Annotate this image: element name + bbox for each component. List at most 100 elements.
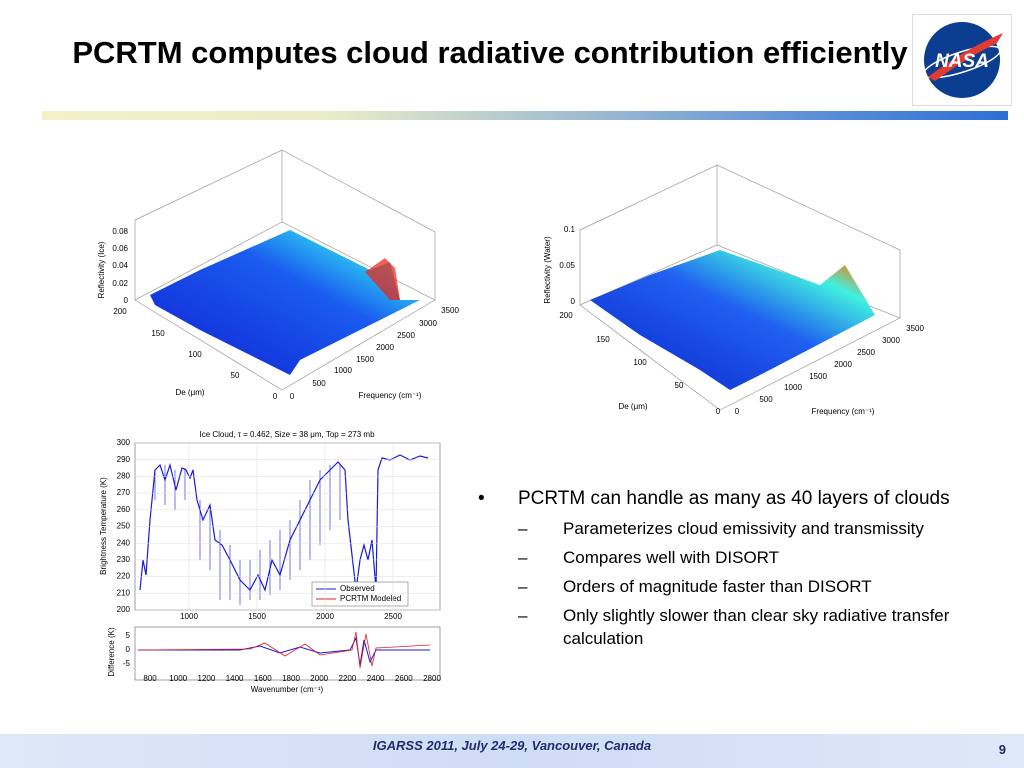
tick-label: 1500 [809, 372, 827, 381]
y-tick-label: 290 [117, 455, 131, 464]
y-tick-label: 220 [117, 572, 131, 581]
sub-bullet: – Orders of magnitude faster than DISORT [518, 575, 998, 598]
x-tick-label: 1000 [180, 612, 198, 621]
sub-bullet-text: Compares well with DISORT [563, 548, 780, 567]
tick-label: 0 [273, 392, 278, 401]
tick-label: 0 [735, 407, 740, 416]
y-tick-label: 250 [117, 522, 131, 531]
logo-art: NASA [923, 22, 1003, 98]
x-tick-label: 2800 [423, 674, 441, 683]
tick-label: 3000 [419, 319, 437, 328]
x-tick-label: 2000 [310, 674, 328, 683]
z-label: Reflectivity (Ice) [97, 241, 106, 298]
x-tick-label: 2500 [384, 612, 402, 621]
y-tick-label: 200 [117, 605, 131, 614]
legend-label: Observed [340, 584, 375, 593]
tick-label: 150 [151, 329, 165, 338]
y-tick-label: 270 [117, 488, 131, 497]
sub-bullet: – Only slightly slower than clear sky rad… [518, 604, 998, 650]
y-tick-label: 5 [126, 631, 131, 640]
x-label: De (μm) [175, 388, 204, 397]
tick-label: 100 [188, 350, 202, 359]
tick-label: 0.05 [559, 261, 575, 270]
tick-label: 500 [759, 395, 773, 404]
y-tick-label: 230 [117, 555, 131, 564]
figures: Observed PCRTM Modeled Ice Cloud, τ = 0.… [97, 149, 924, 694]
sub-bullet-text: Orders of magnitude faster than DISORT [563, 577, 872, 596]
tick-label: 200 [113, 307, 127, 316]
x-tick-label: 1800 [282, 674, 300, 683]
z-label: Reflectivity (Water) [543, 236, 552, 304]
bullet: • PCRTM can handle as many as 40 layers o… [478, 488, 950, 509]
y-tick-label: 280 [117, 472, 131, 481]
surface-water [590, 250, 875, 390]
dash: – [518, 577, 528, 596]
tick-label: 0 [124, 296, 129, 305]
tick-label: 0.06 [112, 244, 128, 253]
tick-label: 50 [675, 381, 684, 390]
tick-label: 0.04 [112, 261, 128, 270]
tick-label: 200 [559, 311, 573, 320]
tick-label: 0 [716, 407, 721, 416]
diff-red [137, 631, 431, 669]
dash: – [518, 606, 528, 625]
x-tick-label: 1600 [254, 674, 272, 683]
sub-bullet: – Parameterizes cloud emissivity and tran… [518, 517, 998, 540]
sub-bullet-text: Parameterizes cloud emissivity and trans… [563, 519, 924, 538]
surface-axes-left [134, 149, 436, 391]
y-label: Difference (K) [107, 627, 116, 677]
tick-label: 3500 [441, 306, 459, 315]
x-tick-label: 1400 [226, 674, 244, 683]
y-tick-label: 0 [126, 645, 131, 654]
title-rule [42, 111, 1008, 120]
dash: – [518, 519, 528, 538]
tick-label: 0.08 [112, 227, 128, 236]
x-tick-label: 2400 [367, 674, 385, 683]
y-tick-label: 240 [117, 538, 131, 547]
spectrum-title: Ice Cloud, τ = 0.462, Size = 38 μm, Top … [199, 430, 375, 439]
tick-label: 1000 [784, 383, 802, 392]
legend [311, 581, 409, 607]
y-tick-label: 300 [117, 438, 131, 447]
bullets: • PCRTM can handle as many as 40 layers o… [478, 486, 998, 656]
tick-label: 100 [633, 358, 647, 367]
y-tick-label: -5 [123, 659, 131, 668]
footer: IGARSS 2011, July 24-29, Vancouver, Cana… [0, 734, 1024, 768]
tick-label: 50 [231, 371, 240, 380]
x-label: De (μm) [618, 402, 647, 411]
footer-text: IGARSS 2011, July 24-29, Vancouver, Cana… [372, 738, 652, 753]
x-tick-label: 2200 [339, 674, 357, 683]
logo-text: NASA [935, 51, 989, 72]
sub-bullet-text: Only slightly slower than clear sky radi… [563, 606, 950, 648]
y-tick-label: 210 [117, 588, 131, 597]
x-tick-label: 1200 [198, 674, 216, 683]
y-label: Brightness Temperature (K) [99, 477, 108, 575]
tick-label: 0 [290, 392, 295, 401]
tick-label: 1500 [356, 355, 374, 364]
page-number: 9 [998, 742, 1006, 757]
tick-label: 0 [571, 297, 576, 306]
bullet-text: PCRTM can handle as many as 40 layers of… [518, 488, 950, 509]
slide-title: PCRTM computes cloud radiative contribut… [72, 35, 908, 70]
surface-peak [365, 258, 400, 300]
x-tick-label: 2000 [316, 612, 334, 621]
tick-label: 150 [596, 335, 610, 344]
x-label: Frequency (cm⁻¹) [359, 391, 422, 400]
tick-label: 2000 [834, 360, 852, 369]
dash: – [518, 548, 528, 567]
tick-label: 2500 [397, 331, 415, 340]
tick-label: 2000 [376, 343, 394, 352]
tick-label: 500 [312, 379, 326, 388]
tick-label: 0.02 [112, 279, 128, 288]
nasa-logo: NASA [912, 14, 1012, 106]
diff-frame [134, 626, 441, 681]
surface-ice [150, 230, 420, 375]
sub-bullets: – Parameterizes cloud emissivity and tran… [518, 517, 998, 650]
x-label: Frequency (cm⁻¹) [812, 407, 875, 416]
y-tick-label: 260 [117, 505, 131, 514]
x-tick-label: 2600 [395, 674, 413, 683]
x-tick-label: 800 [143, 674, 157, 683]
surface-axes-right [579, 164, 901, 411]
tick-label: 0.1 [564, 225, 576, 234]
x-tick-label: 1000 [169, 674, 187, 683]
